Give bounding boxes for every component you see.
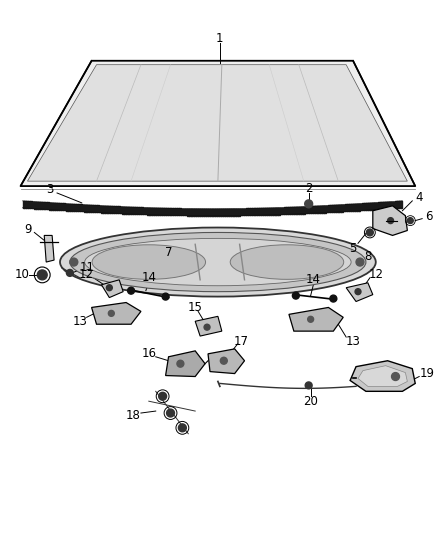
Circle shape — [204, 324, 210, 330]
Circle shape — [67, 270, 73, 277]
Text: 6: 6 — [425, 210, 433, 223]
Text: 13: 13 — [72, 315, 87, 328]
Circle shape — [70, 258, 78, 266]
Text: 2: 2 — [305, 182, 312, 195]
Text: 20: 20 — [303, 395, 318, 408]
Polygon shape — [373, 206, 407, 236]
Circle shape — [355, 289, 361, 295]
Text: 16: 16 — [141, 348, 156, 360]
Polygon shape — [166, 351, 205, 376]
Text: 5: 5 — [350, 242, 357, 255]
Polygon shape — [208, 349, 244, 374]
Polygon shape — [195, 316, 222, 336]
Ellipse shape — [92, 245, 205, 279]
Circle shape — [388, 217, 393, 223]
Circle shape — [178, 424, 186, 432]
Circle shape — [407, 217, 413, 223]
Circle shape — [305, 200, 313, 208]
Circle shape — [108, 310, 114, 316]
Text: 3: 3 — [46, 182, 54, 196]
Text: 8: 8 — [364, 249, 371, 263]
Circle shape — [127, 287, 134, 294]
Polygon shape — [346, 283, 373, 302]
Circle shape — [367, 229, 373, 236]
Polygon shape — [350, 361, 415, 391]
Ellipse shape — [60, 228, 376, 296]
Text: 13: 13 — [346, 335, 360, 348]
Text: 14: 14 — [306, 273, 321, 286]
Text: 12: 12 — [79, 269, 94, 281]
Text: 9: 9 — [25, 223, 32, 236]
Polygon shape — [289, 308, 343, 331]
Circle shape — [307, 316, 314, 322]
Text: 15: 15 — [188, 301, 203, 314]
Text: 7: 7 — [165, 246, 172, 259]
Circle shape — [162, 293, 169, 300]
Ellipse shape — [70, 232, 366, 292]
Text: 14: 14 — [141, 271, 156, 284]
Text: 12: 12 — [368, 269, 383, 281]
Text: 4: 4 — [415, 191, 423, 205]
Circle shape — [293, 292, 299, 299]
Text: 19: 19 — [420, 367, 434, 380]
Circle shape — [392, 373, 399, 381]
Circle shape — [106, 285, 112, 290]
Text: 11: 11 — [80, 262, 95, 274]
Circle shape — [330, 295, 337, 302]
Polygon shape — [21, 61, 415, 186]
Polygon shape — [28, 64, 407, 181]
Ellipse shape — [85, 238, 351, 286]
Text: 18: 18 — [126, 409, 141, 423]
Text: 17: 17 — [234, 335, 249, 348]
Text: 10: 10 — [15, 269, 30, 281]
Circle shape — [305, 382, 312, 389]
Polygon shape — [92, 303, 141, 324]
Circle shape — [159, 392, 166, 400]
Polygon shape — [358, 366, 407, 386]
Circle shape — [37, 270, 47, 280]
Circle shape — [166, 409, 174, 417]
Ellipse shape — [230, 245, 344, 279]
Circle shape — [356, 258, 364, 266]
Circle shape — [177, 360, 184, 367]
Text: 1: 1 — [216, 31, 224, 45]
Polygon shape — [44, 236, 54, 262]
Circle shape — [220, 357, 227, 364]
Polygon shape — [102, 280, 123, 297]
